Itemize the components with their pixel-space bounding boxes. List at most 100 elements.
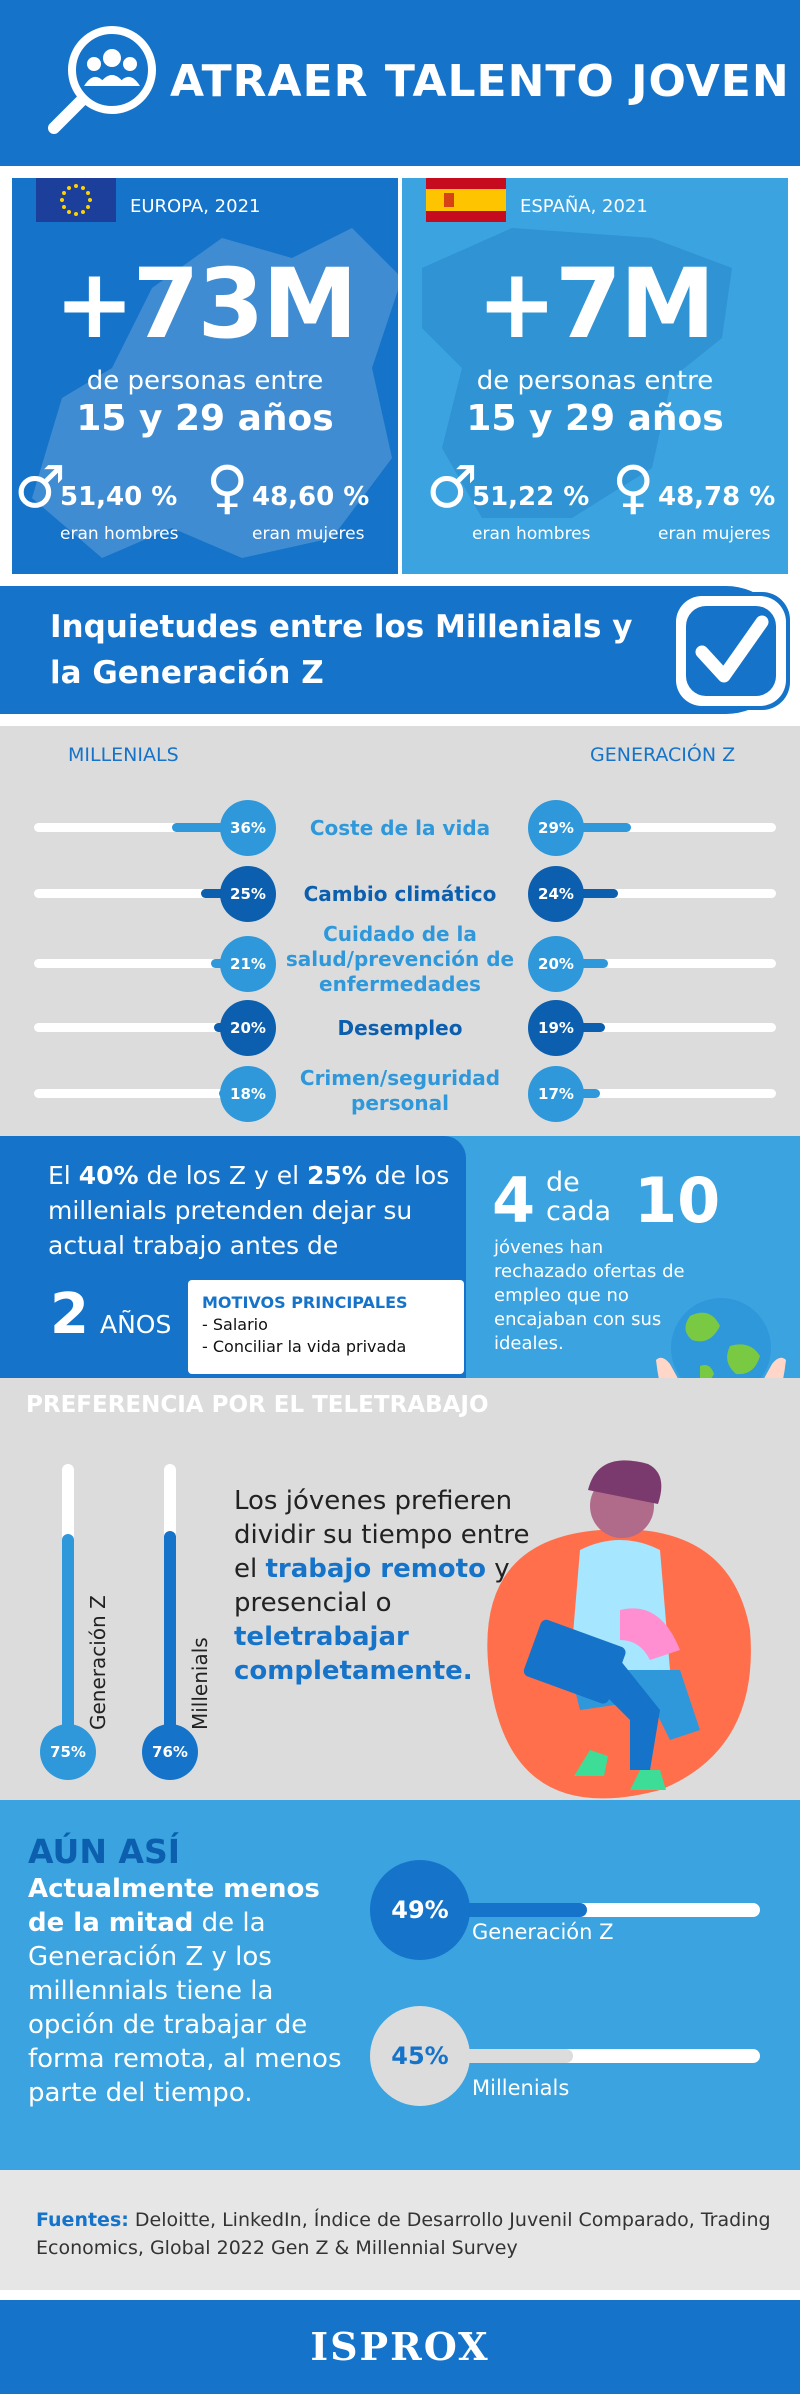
women-label: eran mujeres bbox=[252, 524, 365, 544]
millenials-track bbox=[34, 889, 266, 898]
intent-text: El 40% de los Z y el 25% de los millenia… bbox=[48, 1158, 458, 1263]
telework-value: 76% bbox=[142, 1724, 198, 1780]
rejected-number: 4 bbox=[492, 1164, 536, 1237]
concerns-title: Inquietudes entre los Millenials y la Ge… bbox=[50, 609, 633, 691]
remote-text-rest: de la Generación Z y los millennials tie… bbox=[28, 1908, 342, 2108]
motive-item: - Conciliar la vida privada bbox=[202, 1337, 407, 1356]
rejected-of-each: de cada bbox=[546, 1168, 611, 1226]
millenials-track bbox=[34, 959, 266, 968]
genz-value: 19% bbox=[528, 1000, 584, 1056]
remote-text: Actualmente menos de la mitad de la Gene… bbox=[28, 1872, 358, 2110]
telework-fill bbox=[62, 1534, 74, 1744]
remote-text-bold: Actualmente menos de la mitad bbox=[28, 1874, 320, 1938]
remote-label: Millenials bbox=[472, 2076, 570, 2100]
concern-label: Cambio climático bbox=[303, 882, 497, 906]
footer bbox=[0, 2300, 800, 2394]
sources-panel bbox=[0, 2170, 800, 2290]
population-total: +7M bbox=[476, 248, 716, 360]
genz-value: 24% bbox=[528, 866, 584, 922]
female-symbol-icon: ♀ bbox=[206, 453, 249, 521]
years-number: 2 bbox=[50, 1282, 89, 1347]
population-total: +73M bbox=[54, 248, 358, 360]
checkmark-icon bbox=[672, 592, 790, 710]
concern-label: Crimen/seguridad personal bbox=[299, 1066, 501, 1115]
genz-track bbox=[556, 823, 776, 832]
age-range: 15 y 29 años bbox=[76, 398, 334, 439]
region-label: EUROPA, 2021 bbox=[130, 196, 261, 217]
intent-genz-pct: 40% bbox=[78, 1161, 139, 1190]
europe-map-icon bbox=[32, 228, 398, 558]
telework-text: Los jóvenes prefieren dividir su tiempo … bbox=[234, 1484, 554, 1688]
sources-text: Fuentes: Deloitte, LinkedIn, Índice de D… bbox=[36, 2206, 776, 2262]
millenials-track bbox=[34, 823, 266, 832]
population-caption: de personas entre bbox=[86, 366, 324, 396]
remote-label: Generación Z bbox=[472, 1920, 614, 1944]
millenials-value: 21% bbox=[220, 936, 276, 992]
telework-fill bbox=[164, 1531, 176, 1744]
telework-value: 75% bbox=[40, 1724, 96, 1780]
rejected-cada: cada bbox=[546, 1196, 612, 1227]
women-percent: 48,78 % bbox=[658, 482, 776, 512]
rejected-total: 10 bbox=[634, 1164, 721, 1237]
remote-value: 49% bbox=[370, 1860, 470, 1960]
telework-header bbox=[0, 1378, 800, 1434]
genz-value: 29% bbox=[528, 800, 584, 856]
intent-text-2: de los Z y el bbox=[138, 1161, 307, 1190]
brand-logo: ISPROX bbox=[310, 2324, 490, 2369]
telework-remote: trabajo remoto bbox=[265, 1554, 486, 1584]
men-percent: 51,22 % bbox=[472, 482, 590, 512]
male-symbol-icon: ♂ bbox=[14, 453, 66, 521]
men-label: eran hombres bbox=[472, 524, 591, 544]
genz-track bbox=[556, 959, 776, 968]
europe-stats-panel: EUROPA, 2021 +73M de personas entre 15 y… bbox=[12, 178, 398, 574]
remote-panel bbox=[0, 1800, 800, 2170]
women-label: eran mujeres bbox=[658, 524, 771, 544]
millenials-track bbox=[34, 1023, 266, 1032]
intent-text-1: El bbox=[48, 1161, 79, 1190]
genz-track bbox=[556, 1023, 776, 1032]
spain-flag-icon bbox=[426, 178, 506, 222]
motives-box: MOTIVOS PRINCIPALES - Salario - Concilia… bbox=[188, 1280, 464, 1374]
sources-list: Deloitte, LinkedIn, Índice de Desarrollo… bbox=[36, 2209, 771, 2259]
motive-item: - Salario bbox=[202, 1315, 268, 1334]
genz-track bbox=[556, 1089, 776, 1098]
female-symbol-icon: ♀ bbox=[612, 453, 655, 521]
sources-label: Fuentes: bbox=[36, 2209, 129, 2231]
motives-title: MOTIVOS PRINCIPALES bbox=[202, 1293, 408, 1312]
millenials-fill bbox=[172, 823, 266, 832]
men-percent: 51,40 % bbox=[60, 482, 178, 512]
intent-text-3: de los millenials pretenden dejar su act… bbox=[48, 1161, 450, 1260]
millenials-header: MILLENIALS bbox=[68, 744, 179, 766]
concern-label: Coste de la vida bbox=[309, 816, 491, 840]
millenials-value: 20% bbox=[220, 1000, 276, 1056]
concerns-header bbox=[0, 586, 790, 714]
region-label: ESPAÑA, 2021 bbox=[520, 196, 648, 217]
remote-title: AÚN ASÍ bbox=[28, 1832, 181, 1871]
page-title: ATRAER TALENTO JOVEN bbox=[170, 56, 790, 107]
millenials-value: 18% bbox=[220, 1066, 276, 1122]
spain-stats-panel: ESPAÑA, 2021 +7M de personas entre 15 y … bbox=[402, 178, 788, 574]
concerns-panel bbox=[0, 726, 800, 1136]
genz-track bbox=[556, 889, 776, 898]
people-search-icon bbox=[48, 26, 156, 134]
spain-map-icon bbox=[422, 228, 732, 518]
intent-millenials-pct: 25% bbox=[307, 1161, 367, 1190]
population-caption: de personas entre bbox=[476, 366, 714, 396]
telework-label: Millenials bbox=[188, 1637, 212, 1730]
remote-value: 45% bbox=[370, 2006, 470, 2106]
age-range: 15 y 29 años bbox=[466, 398, 724, 439]
telework-label: Generación Z bbox=[86, 1595, 110, 1730]
person-with-laptop-illustration bbox=[487, 1460, 751, 1799]
male-symbol-icon: ♂ bbox=[426, 453, 478, 521]
men-label: eran hombres bbox=[60, 524, 179, 544]
genz-header: GENERACIÓN Z bbox=[590, 744, 736, 766]
genz-value: 17% bbox=[528, 1066, 584, 1122]
rejected-text: jóvenes han rechazado ofertas de empleo … bbox=[494, 1237, 685, 1354]
millenials-track bbox=[34, 1089, 266, 1098]
telework-full: teletrabajar completamente. bbox=[234, 1622, 473, 1686]
women-percent: 48,60 % bbox=[252, 482, 370, 512]
genz-value: 20% bbox=[528, 936, 584, 992]
genz-fill bbox=[556, 823, 631, 832]
telework-title: PREFERENCIA POR EL TELETRABAJO bbox=[26, 1392, 489, 1418]
concern-label: Desempleo bbox=[337, 1016, 463, 1040]
